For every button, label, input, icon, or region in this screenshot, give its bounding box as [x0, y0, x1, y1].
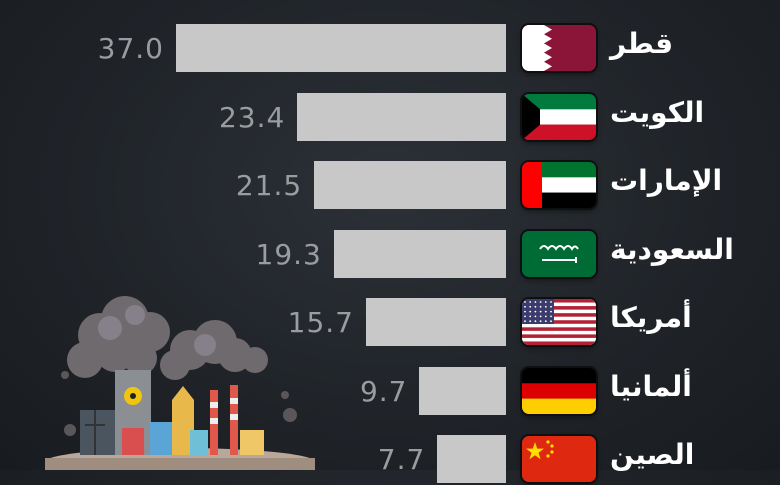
- bar: [333, 229, 506, 278]
- category-label: الصين: [610, 438, 695, 471]
- data-label: 19.3: [255, 237, 322, 271]
- uae-flag-icon: [522, 162, 596, 208]
- data-label: 23.4: [218, 100, 286, 134]
- category-label: قطر: [610, 27, 674, 60]
- chart-row: 7.7 الصين: [0, 435, 780, 485]
- bar: [314, 161, 506, 209]
- qatar-flag-icon: [522, 25, 596, 71]
- bar: [419, 366, 506, 415]
- category-label: ألمانيا: [610, 369, 692, 403]
- data-label: 9.7: [359, 374, 408, 408]
- chart-row: 15.7 أمريكا: [0, 298, 780, 348]
- data-label: 37.0: [97, 32, 164, 65]
- data-label: 15.7: [287, 306, 354, 339]
- chart-row: 9.7 ألمانيا: [0, 366, 780, 417]
- bar: [297, 92, 506, 141]
- usa-flag-icon: [522, 299, 596, 345]
- bar: [365, 298, 506, 346]
- category-label: الكويت: [610, 95, 705, 129]
- bar: [176, 24, 506, 72]
- germany-flag-icon: [522, 367, 596, 414]
- chart-row: 37.0 قطر: [0, 24, 780, 74]
- chart-row: 23.4 الكويت: [0, 92, 780, 143]
- category-label: أمريكا: [610, 301, 692, 334]
- category-label: السعودية: [610, 232, 734, 266]
- bar: [437, 435, 506, 483]
- chart-row: 21.5 الإمارات: [0, 161, 780, 211]
- polluting-factory-icon: [45, 296, 315, 470]
- chart: 37.0 قطر 23.4 الكويت 21.5 الإمارات 19.3 السعودي…: [0, 24, 780, 483]
- data-label: 7.7: [377, 443, 426, 476]
- saudi-flag-icon: [522, 230, 596, 277]
- chart-row: 19.3 السعودية: [0, 229, 780, 280]
- category-label: الإمارات: [610, 164, 723, 197]
- data-label: 21.5: [235, 169, 303, 202]
- kuwait-flag-icon: [522, 93, 596, 140]
- china-flag-icon: [522, 436, 596, 482]
